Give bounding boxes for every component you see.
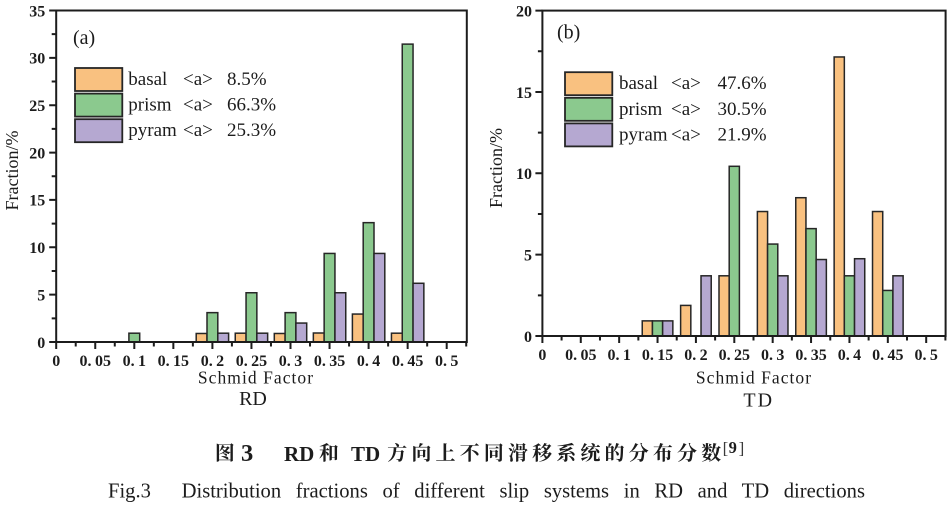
svg-text:0. 5: 0. 5 — [435, 353, 458, 370]
svg-text:<a>: <a> — [183, 95, 213, 116]
svg-text:[: [ — [723, 439, 729, 458]
svg-text:10: 10 — [516, 166, 532, 183]
svg-text:15: 15 — [29, 193, 45, 210]
svg-text:Schmid Factor: Schmid Factor — [198, 367, 314, 387]
svg-text:<a>: <a> — [671, 124, 701, 145]
svg-text:Fig.3: Fig.3 — [108, 481, 151, 503]
svg-text:20: 20 — [29, 145, 45, 162]
svg-text:]: ] — [739, 439, 745, 458]
svg-text:0: 0 — [524, 329, 532, 346]
svg-text:0. 45: 0. 45 — [872, 347, 903, 364]
svg-text:8.5%: 8.5% — [227, 69, 267, 90]
svg-text:pyram: pyram — [619, 124, 668, 145]
svg-text:5: 5 — [524, 247, 532, 264]
svg-text:prism: prism — [619, 99, 663, 120]
svg-text:<a>: <a> — [671, 73, 701, 94]
svg-text:0. 05: 0. 05 — [80, 353, 111, 370]
svg-text:25.3%: 25.3% — [227, 120, 276, 141]
svg-text:0. 35: 0. 35 — [795, 347, 826, 364]
svg-text:Fraction/%: Fraction/% — [486, 128, 506, 208]
svg-text:15: 15 — [516, 85, 532, 102]
svg-text:0: 0 — [52, 353, 60, 370]
svg-text:pyram: pyram — [128, 120, 177, 141]
svg-text:0. 1: 0. 1 — [123, 353, 146, 370]
svg-text:10: 10 — [29, 240, 45, 257]
svg-text:0. 5: 0. 5 — [914, 347, 937, 364]
svg-text:0. 15: 0. 15 — [642, 347, 673, 364]
svg-text:0. 1: 0. 1 — [607, 347, 630, 364]
svg-text:20: 20 — [516, 3, 532, 20]
svg-text:0. 4: 0. 4 — [838, 347, 861, 364]
svg-text:<a>: <a> — [183, 69, 213, 90]
svg-text:35: 35 — [29, 3, 45, 20]
svg-text:0. 45: 0. 45 — [392, 353, 423, 370]
svg-text:0: 0 — [37, 335, 45, 352]
svg-text:9: 9 — [729, 438, 737, 457]
svg-text:30.5%: 30.5% — [718, 99, 767, 120]
svg-text:TD: TD — [743, 389, 774, 411]
svg-text:prism: prism — [128, 95, 172, 116]
svg-text:66.3%: 66.3% — [227, 95, 276, 116]
svg-text:0. 35: 0. 35 — [314, 353, 345, 370]
svg-text:0. 05: 0. 05 — [565, 347, 596, 364]
svg-text:0: 0 — [538, 347, 546, 364]
svg-text:<a>: <a> — [183, 120, 213, 141]
svg-text:RD: RD — [284, 442, 314, 466]
svg-text:25: 25 — [29, 98, 45, 115]
svg-text:21.9%: 21.9% — [718, 124, 767, 145]
svg-text:0. 25: 0. 25 — [236, 353, 267, 370]
svg-text:0. 25: 0. 25 — [719, 347, 750, 364]
svg-text:0. 2: 0. 2 — [201, 353, 224, 370]
svg-text:basal: basal — [128, 69, 167, 90]
svg-text:Distribution fractions of diff: Distribution fractions of different slip… — [182, 481, 865, 503]
svg-text:0. 3: 0. 3 — [761, 347, 784, 364]
svg-text:0. 3: 0. 3 — [279, 353, 302, 370]
svg-text:0. 15: 0. 15 — [158, 353, 189, 370]
svg-text:5: 5 — [37, 287, 45, 304]
svg-text:3: 3 — [241, 440, 253, 467]
svg-text:basal: basal — [619, 73, 658, 94]
svg-text:47.6%: 47.6% — [718, 73, 767, 94]
svg-text:(b): (b) — [557, 22, 580, 44]
svg-text:0. 2: 0. 2 — [684, 347, 707, 364]
svg-text:(a): (a) — [73, 27, 95, 49]
svg-text:TD: TD — [351, 442, 380, 466]
svg-text:Schmid Factor: Schmid Factor — [696, 367, 812, 387]
svg-text:Fraction/%: Fraction/% — [2, 131, 22, 211]
svg-text:<a>: <a> — [671, 99, 701, 120]
svg-text:RD: RD — [239, 388, 267, 410]
svg-text:30: 30 — [29, 51, 45, 68]
svg-text:0. 4: 0. 4 — [357, 353, 380, 370]
